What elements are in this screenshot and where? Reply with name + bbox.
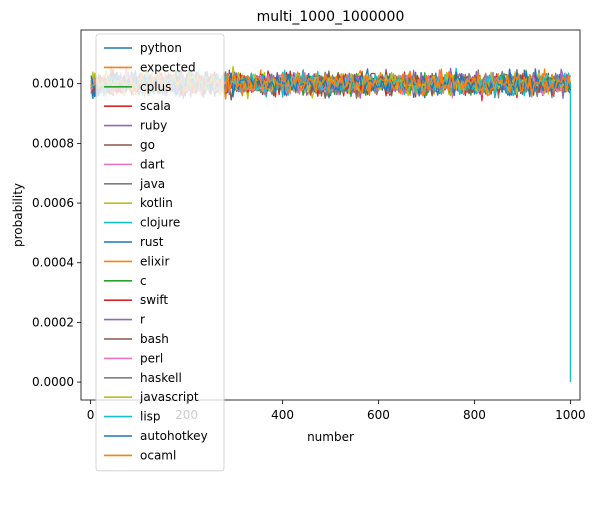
legend-label-cplus: cplus	[140, 80, 171, 94]
plot-frame	[80, 29, 581, 401]
y-tick-label: 0.0010	[32, 77, 74, 91]
y-tick-label: 0.0002	[32, 315, 74, 329]
legend-label-ruby: ruby	[140, 119, 167, 133]
x-tick-label: 800	[463, 408, 486, 422]
y-tick-label: 0.0008	[32, 136, 74, 150]
chart-title: multi_1000_1000000	[257, 9, 405, 25]
x-tick-label: 600	[367, 408, 390, 422]
legend-label-swift: swift	[140, 293, 168, 307]
legend-label-kotlin: kotlin	[140, 196, 173, 210]
y-tick-label: 0.0006	[32, 196, 74, 210]
legend-label-clojure: clojure	[140, 216, 180, 230]
legend: python expected cplus scala ruby go dart java ko…	[95, 33, 225, 472]
y-tick-label: 0.0004	[32, 256, 74, 270]
x-tick-label: 0	[87, 408, 95, 422]
legend-label-autohotkey: autohotkey	[140, 429, 208, 443]
y-axis: 0.0000 0.0002 0.0004 0.0006 0.0008 0.0010	[32, 77, 81, 389]
legend-label-haskell: haskell	[140, 371, 182, 385]
legend-label-r: r	[140, 313, 145, 327]
x-axis-label: number	[307, 430, 354, 444]
legend-label-ocaml: ocaml	[140, 448, 176, 462]
legend-label-lisp: lisp	[140, 410, 161, 424]
legend-label-bash: bash	[140, 332, 169, 346]
legend-label-elixir: elixir	[140, 254, 169, 268]
legend-label-perl: perl	[140, 351, 163, 365]
legend-label-expected: expected	[140, 60, 196, 74]
legend-label-dart: dart	[140, 157, 165, 171]
legend-label-c: c	[140, 274, 147, 288]
y-tick-label: 0.0000	[32, 375, 74, 389]
legend-label-python: python	[140, 41, 182, 55]
legend-label-go: go	[140, 138, 155, 152]
legend-label-java: java	[139, 177, 165, 191]
x-tick-label: 400	[271, 408, 294, 422]
legend-label-rust: rust	[140, 235, 164, 249]
x-tick-label: 1000	[555, 408, 586, 422]
legend-label-scala: scala	[140, 99, 171, 113]
y-axis-label: probability	[11, 183, 25, 247]
legend-box	[95, 33, 225, 472]
legend-label-javascript: javascript	[139, 390, 199, 404]
